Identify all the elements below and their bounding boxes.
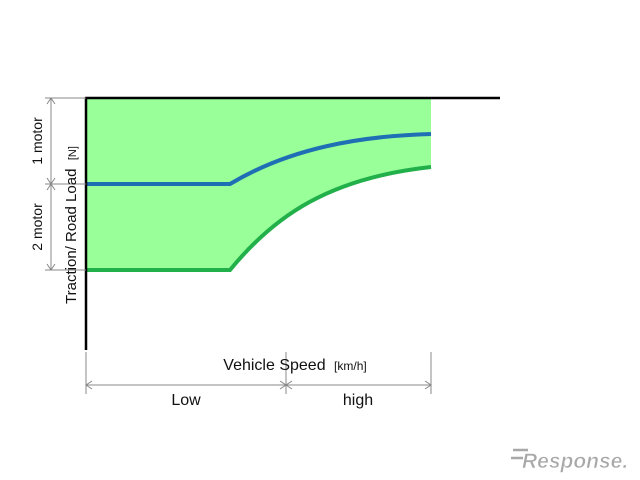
response-watermark-text: Response. — [522, 450, 628, 473]
y-axis-label-unit: [N] — [67, 146, 79, 160]
x-dimension-markers — [85, 352, 432, 394]
x-range-high: high — [343, 392, 373, 409]
y-range-2-motor: 2 motor — [29, 203, 45, 251]
response-logo: Response. — [511, 448, 629, 473]
y-axis-label: Traction/ Road Load [N] — [63, 146, 80, 304]
x-axis-label-unit: [km/h] — [334, 359, 367, 373]
y-axis-label-main: Traction/ Road Load — [63, 169, 80, 304]
x-axis-label: Vehicle Speed [km/h] — [223, 357, 366, 374]
x-axis-label-main: Vehicle Speed — [223, 357, 325, 374]
two-motor-curve — [86, 165, 432, 272]
y-dimension-markers — [45, 97, 86, 271]
one-motor-curve — [86, 132, 432, 186]
x-range-low: Low — [171, 392, 201, 409]
y-range-1-motor: 1 motor — [29, 117, 45, 165]
